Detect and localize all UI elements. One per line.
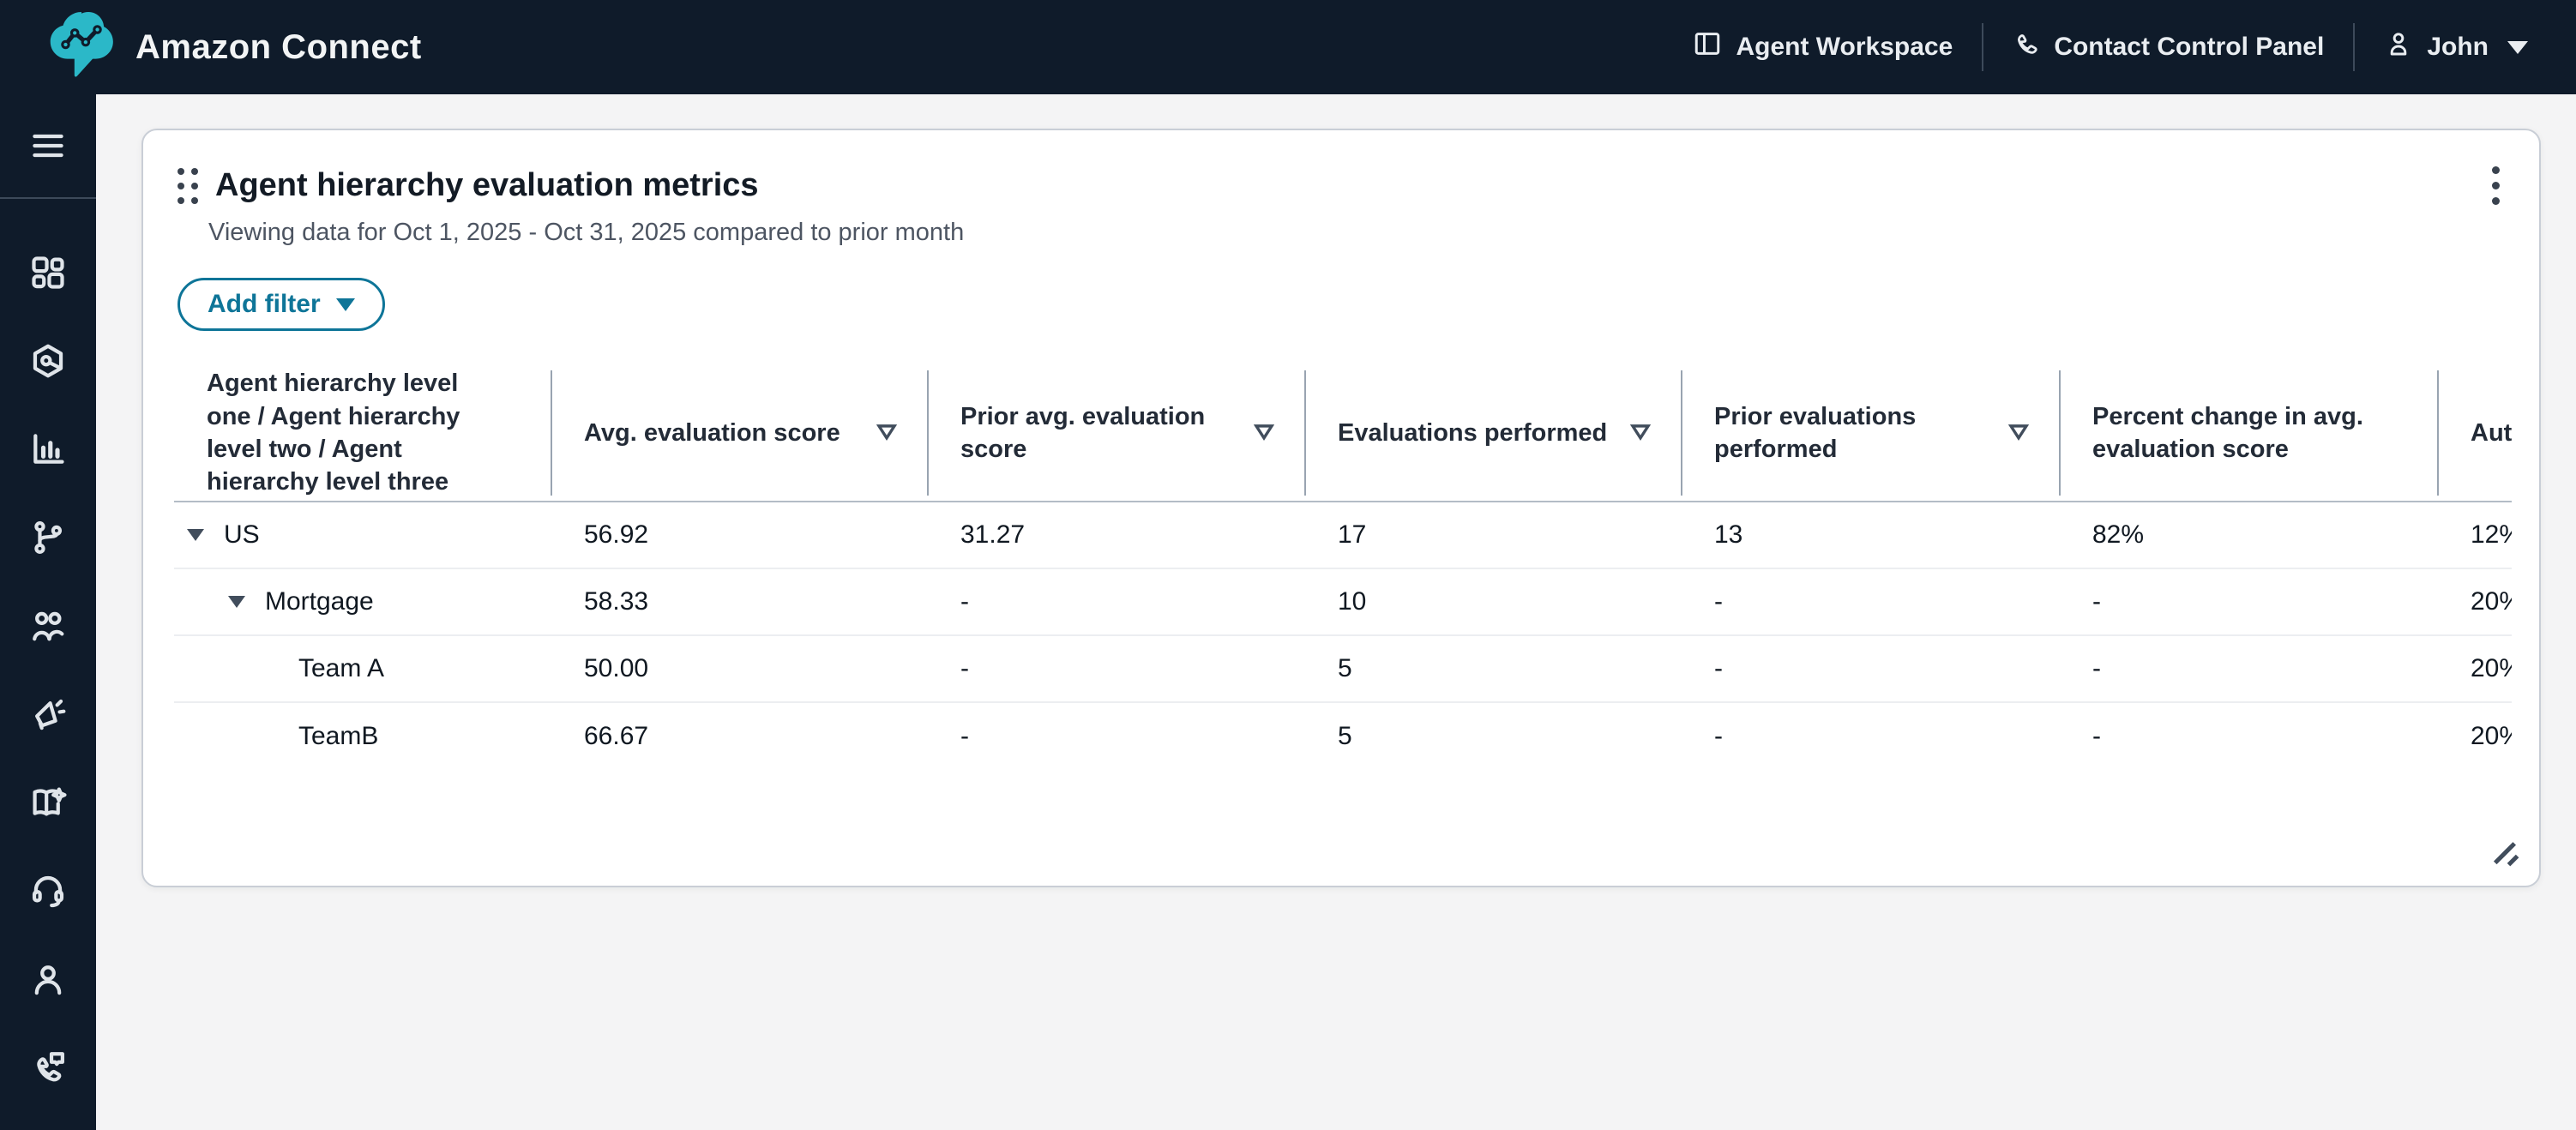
widget-subtitle: Viewing data for Oct 1, 2025 - Oct 31, 2… <box>208 219 965 246</box>
agent-workspace-icon <box>1693 29 1722 65</box>
guide-book-icon[interactable] <box>29 784 67 821</box>
metrics-table-scroll-area[interactable]: Agent hierarchy level one / Agent hierar… <box>174 365 2512 770</box>
collapse-row-icon[interactable] <box>227 594 246 610</box>
column-header-percent-change: Percent change in avg. evaluation score <box>2060 365 2439 501</box>
cell-avg-score: 50.00 <box>584 654 649 682</box>
add-filter-label: Add filter <box>208 290 321 318</box>
drag-handle-icon[interactable] <box>178 167 198 204</box>
cell-prior-avg-score: 31.27 <box>960 520 1026 549</box>
agent-hierarchy-metrics-widget: Agent hierarchy evaluation metrics Viewi… <box>141 129 2541 887</box>
column-header-prior-avg-evaluation-score[interactable]: Prior avg. evaluation score <box>928 365 1306 501</box>
nav-agent-workspace[interactable]: Agent Workspace <box>1693 29 1953 65</box>
cell-evaluations: 17 <box>1338 520 1367 549</box>
phone-icon <box>2013 30 2040 64</box>
table-row: US 56.92 31.27 17 13 82% 12% <box>174 502 2512 569</box>
chevron-down-icon <box>335 298 355 311</box>
amazon-connect-logo[interactable]: Amazon Connect <box>48 9 422 87</box>
connect-cloud-icon <box>48 9 115 87</box>
cell-evaluations: 5 <box>1338 722 1352 750</box>
cell-clipped: 20% <box>2471 654 2512 682</box>
cell-prior-avg-score: - <box>960 654 969 682</box>
cell-clipped: 20% <box>2471 587 2512 616</box>
table-row: TeamB 66.67 - 5 - - 20% <box>174 703 2512 770</box>
flow-branch-icon[interactable] <box>29 519 67 556</box>
cell-percent-change: - <box>2092 654 2101 682</box>
cell-prior-evaluations: - <box>1714 587 1723 616</box>
cell-percent-change: - <box>2092 587 2101 616</box>
column-header-agent-hierarchy: Agent hierarchy level one / Agent hierar… <box>174 365 552 501</box>
table-row: Team A 50.00 - 5 - - 20% <box>174 636 2512 703</box>
cell-evaluations: 5 <box>1338 654 1352 682</box>
cell-percent-change: 82% <box>2092 520 2145 549</box>
column-header-clipped: Aut <box>2471 418 2512 447</box>
headset-icon[interactable] <box>29 872 67 910</box>
cell-avg-score: 66.67 <box>584 722 649 750</box>
nav-label: Contact Control Panel <box>2054 33 2325 61</box>
filter-triangle-icon[interactable] <box>2007 417 2030 449</box>
dashboard-grid-icon[interactable] <box>29 254 67 292</box>
chevron-down-icon <box>2507 40 2528 54</box>
hierarchy-name: TeamB <box>298 722 379 750</box>
nav-contact-control-panel[interactable]: Contact Control Panel <box>2013 30 2324 64</box>
filter-triangle-icon[interactable] <box>1253 417 1275 449</box>
hierarchy-name: Mortgage <box>265 587 374 616</box>
widget-resize-handle-icon[interactable] <box>2489 837 2520 872</box>
hierarchy-name: US <box>224 520 260 549</box>
top-navigation: Agent Workspace Contact Control Panel Jo… <box>1693 23 2528 71</box>
column-header-prior-evaluations-performed[interactable]: Prior evaluations performed <box>1682 365 2061 501</box>
campaign-megaphone-icon[interactable] <box>29 695 67 733</box>
cell-prior-avg-score: - <box>960 722 969 750</box>
cell-clipped: 20% <box>2471 722 2512 750</box>
main-content: Agent hierarchy evaluation metrics Viewi… <box>96 94 2576 1130</box>
cell-avg-score: 58.33 <box>584 587 649 616</box>
cell-clipped: 12% <box>2471 520 2512 549</box>
nav-divider <box>1982 23 1984 71</box>
menu-icon[interactable] <box>29 127 67 165</box>
contact-phone-chat-icon[interactable] <box>29 1049 67 1086</box>
top-bar: Amazon Connect Agent Workspace Contact C… <box>0 0 2576 94</box>
filter-triangle-icon[interactable] <box>876 417 898 449</box>
hierarchy-name: Team A <box>298 654 385 682</box>
users-icon[interactable] <box>29 607 67 645</box>
filter-triangle-icon[interactable] <box>1629 417 1652 449</box>
left-sidebar <box>0 94 96 1130</box>
cell-prior-avg-score: - <box>960 587 969 616</box>
cell-prior-evaluations: - <box>1714 654 1723 682</box>
metrics-table: Agent hierarchy level one / Agent hierar… <box>174 365 2512 770</box>
widget-title: Agent hierarchy evaluation metrics <box>215 167 759 203</box>
user-icon <box>2384 29 2413 65</box>
cell-prior-evaluations: 13 <box>1714 520 1743 549</box>
collapse-row-icon[interactable] <box>186 527 205 543</box>
table-row: Mortgage 58.33 - 10 - - 20% <box>174 569 2512 636</box>
module-hexagon-icon[interactable] <box>29 342 67 380</box>
cell-percent-change: - <box>2092 722 2101 750</box>
cell-prior-evaluations: - <box>1714 722 1723 750</box>
metrics-bar-chart-icon[interactable] <box>29 430 67 468</box>
nav-divider <box>2353 23 2356 71</box>
nav-user-menu[interactable]: John <box>2384 29 2528 65</box>
nav-label: Agent Workspace <box>1736 33 1953 61</box>
table-header-row: Agent hierarchy level one / Agent hierar… <box>174 365 2512 502</box>
widget-options-kebab-icon[interactable] <box>2487 161 2505 210</box>
add-filter-button[interactable]: Add filter <box>178 278 385 331</box>
cell-avg-score: 56.92 <box>584 520 649 549</box>
nav-label: John <box>2427 33 2489 61</box>
brand-title: Amazon Connect <box>135 27 422 66</box>
column-header-evaluations-performed[interactable]: Evaluations performed <box>1305 365 1682 501</box>
profile-person-icon[interactable] <box>29 960 67 998</box>
column-header-avg-evaluation-score[interactable]: Avg. evaluation score <box>551 365 929 501</box>
cell-evaluations: 10 <box>1338 587 1367 616</box>
